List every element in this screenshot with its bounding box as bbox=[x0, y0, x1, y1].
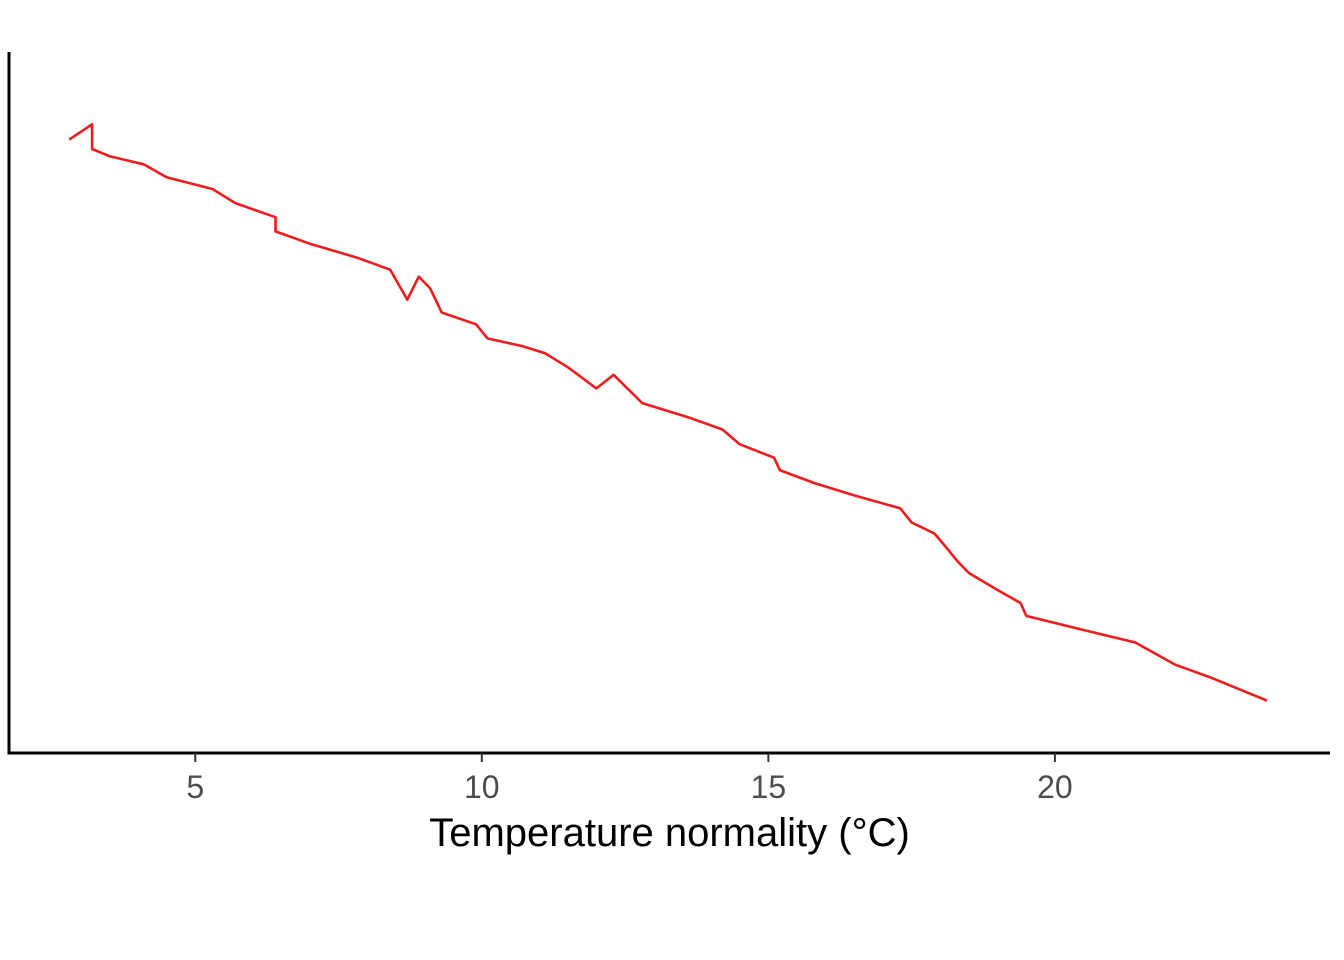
series-line bbox=[68, 123, 1268, 702]
x-tick-label: 5 bbox=[186, 769, 204, 805]
plot-area bbox=[68, 123, 1268, 702]
x-axis-title: Temperature normality (°C) bbox=[429, 811, 910, 855]
x-tick-label: 10 bbox=[464, 769, 500, 805]
x-tick-label: 20 bbox=[1037, 769, 1073, 805]
x-axis-ticks: 5 10 15 20 bbox=[186, 753, 1073, 805]
x-tick-label: 15 bbox=[751, 769, 787, 805]
